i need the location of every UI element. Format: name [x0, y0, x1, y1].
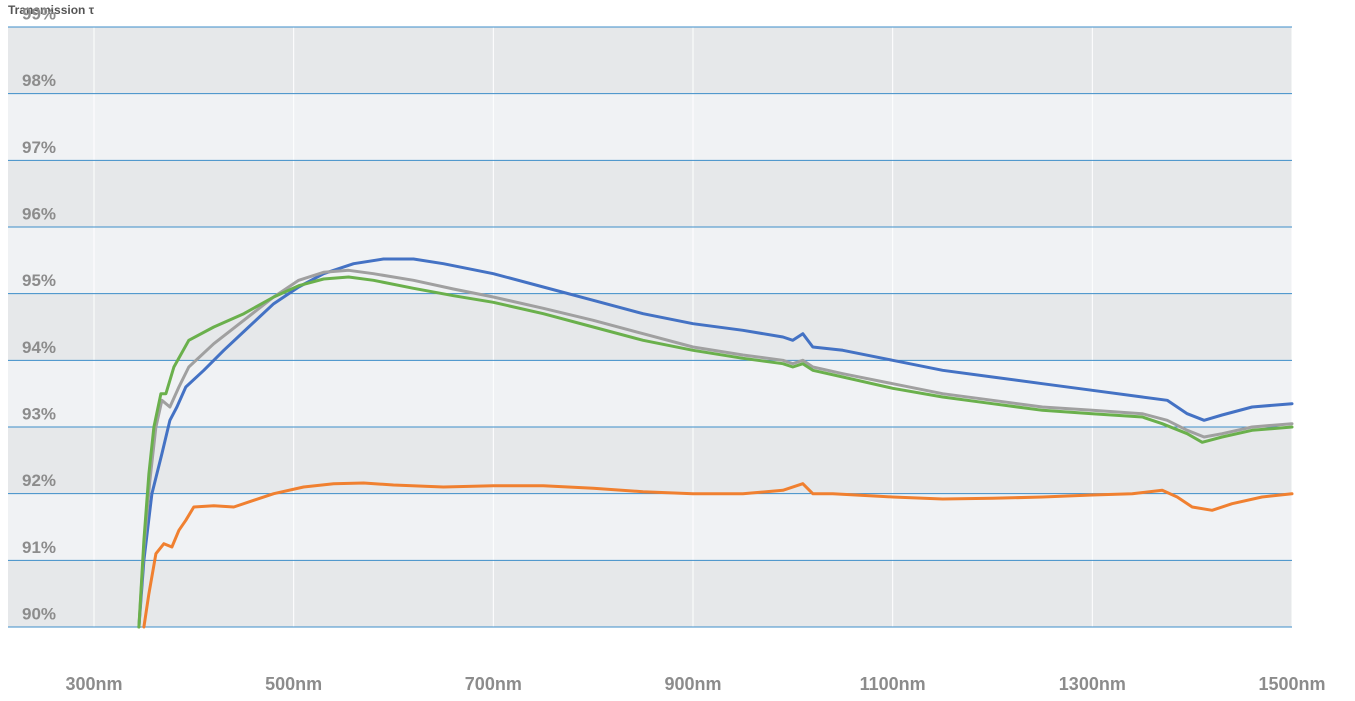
series-group [137, 257, 1294, 629]
x-tick-label: 900nm [664, 674, 721, 694]
series-line-0 [137, 257, 1294, 629]
band-92 [8, 427, 1292, 494]
band-90 [8, 560, 1292, 627]
y-axis-title: Transmission τ [8, 3, 95, 17]
y-tick-label: 93% [22, 404, 56, 423]
x-tick-label: 1100nm [860, 674, 926, 694]
band-98 [8, 27, 1292, 94]
y-tick-label: 99% [22, 4, 56, 23]
band-95 [8, 227, 1292, 294]
y-tick-label: 98% [22, 71, 56, 90]
band-94 [8, 293, 1292, 361]
x-tick-label: 1300nm [1059, 674, 1126, 694]
y-tick-label: 94% [22, 338, 56, 357]
series-line-1 [137, 268, 1294, 629]
band-97 [8, 93, 1292, 161]
y-tick-label: 96% [22, 204, 56, 223]
band-91 [8, 493, 1292, 561]
y-tick-label: 90% [22, 604, 56, 623]
y-tick-label: 92% [22, 471, 56, 490]
x-tick-label: 500nm [265, 674, 322, 694]
y-tick-labels: 90% 91% 92% 93% 94% 95% 96% 97% 98% 99% [22, 4, 56, 623]
band-96 [8, 160, 1292, 227]
y-tick-label: 91% [22, 538, 56, 557]
vertical-gridlines [93, 27, 1293, 627]
x-tick-labels: 300nm 500nm 700nm 900nm 1100nm 1300nm 1500nm [65, 674, 1325, 694]
x-tick-label: 300nm [65, 674, 122, 694]
y-tick-label: 97% [22, 138, 56, 157]
x-tick-label: 700nm [465, 674, 522, 694]
y-tick-label: 95% [22, 271, 56, 290]
horizontal-gridlines [8, 26, 1292, 628]
x-tick-label: 1500nm [1258, 674, 1325, 694]
plot-background-bands [8, 27, 1292, 627]
series-line-2 [137, 275, 1294, 629]
series-line-3 [142, 481, 1294, 629]
band-93 [8, 360, 1292, 427]
